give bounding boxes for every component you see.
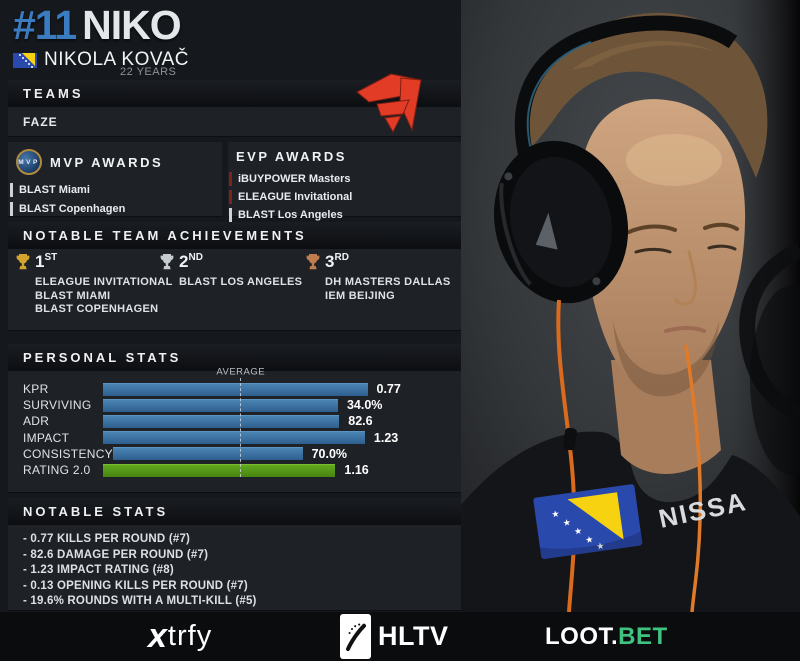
mvp-medal-icon: MVP	[16, 149, 42, 175]
stat-bar	[103, 398, 338, 412]
xtrfy-logo: x trfy	[148, 612, 212, 661]
bosnia-flag-icon	[13, 52, 37, 68]
notable-stats-title: NOTABLE STATS	[8, 498, 461, 525]
hltv-wordmark: HLTV	[378, 621, 449, 651]
notable-stat-item: - 0.13 OPENING KILLS PER ROUND (#7)	[23, 579, 248, 592]
notable-stat-item: - 0.77 KILLS PER ROUND (#7)	[23, 533, 191, 545]
svg-text:★: ★	[573, 526, 582, 537]
mvp-award-item: BLAST Copenhagen	[10, 202, 125, 216]
achievement-event: ELEAGUE INVITATIONAL	[35, 276, 173, 288]
headset-cable	[556, 299, 577, 612]
stat-label: SURVIVING	[23, 398, 92, 413]
stat-bar	[112, 447, 303, 461]
xtrfy-wordmark: trfy	[167, 620, 213, 652]
placement-rank: 3	[325, 252, 335, 271]
stat-bar-rating	[103, 463, 336, 477]
placement-2nd: 2 ND BLAST LOS ANGELES	[159, 252, 302, 290]
stat-label: KPR	[23, 382, 49, 397]
player-age: 22 YEARS	[120, 66, 177, 78]
evp-awards-section: EVP AWARDS iBUYPOWER Masters ELEAGUE Inv…	[228, 142, 461, 222]
header: #11 NIKO NIKOLA KOVAČ	[13, 2, 453, 71]
placement-suffix: ND	[188, 252, 203, 263]
lootbet-wordmark: LOOT.	[545, 622, 619, 650]
evp-awards-title: EVP AWARDS	[236, 149, 347, 164]
placement-1st: 1 ST ELEAGUE INVITATIONAL BLAST MIAMI BLA…	[15, 252, 173, 317]
svg-text:★: ★	[596, 541, 605, 552]
achievements-title: NOTABLE TEAM ACHIEVEMENTS	[8, 222, 461, 249]
stat-row-impact: IMPACT 1.23	[23, 430, 451, 446]
stat-row-kpr: KPR 0.77	[23, 381, 451, 397]
average-label: AVERAGE	[216, 366, 266, 378]
mvp-awards-title: MVP AWARDS	[50, 154, 164, 170]
notable-stat-item: - 82.6 DAMAGE PER ROUND (#7)	[23, 548, 209, 561]
mvp-awards-section: MVP MVP AWARDS BLAST Miami BLAST Copenha…	[8, 142, 222, 216]
stat-label: RATING 2.0	[23, 463, 91, 478]
stat-value: 1.23	[373, 430, 399, 445]
placement-rank: 1	[35, 252, 45, 271]
trophy-gold-icon	[15, 252, 31, 272]
notable-stat-item: - 19.6% ROUNDS WITH A MULTI-KILL (#5)	[23, 595, 257, 608]
trophy-bronze-icon	[305, 252, 321, 272]
stat-row-rating: RATING 2.0 1.16	[23, 462, 451, 478]
faze-logo-icon	[356, 73, 422, 134]
evp-award-item: BLAST Los Angeles	[229, 208, 455, 222]
achievement-event: BLAST MIAMI	[35, 289, 111, 302]
stat-value: 1.16	[344, 463, 369, 478]
svg-text:★: ★	[585, 534, 594, 545]
player-real-name: NIKOLA KOVAČ	[44, 49, 190, 70]
achievement-event: DH MASTERS DALLAS	[325, 276, 451, 288]
player-rank: #11	[13, 2, 77, 48]
stat-label: ADR	[23, 414, 50, 429]
hltv-logo-icon	[340, 614, 371, 659]
personal-stats-title: PERSONAL STATS	[8, 344, 461, 371]
stat-row-surviving: SURVIVING 34.0%	[23, 397, 451, 413]
stat-label: CONSISTENCY	[23, 446, 113, 461]
stat-bar	[103, 431, 365, 445]
teams-section: TEAMS FAZE	[8, 73, 461, 136]
achievement-event: BLAST LOS ANGELES	[179, 276, 303, 288]
svg-text:★: ★	[562, 517, 571, 528]
personal-stats-section: PERSONAL STATS AVERAGE KPR 0.77 SURVIVIN…	[8, 344, 461, 492]
player-photo: ★ ★ ★ ★ ★ NISSA	[461, 0, 800, 612]
bosnia-flag-patch-icon: ★ ★ ★ ★ ★	[533, 484, 643, 560]
headphone-earcup	[493, 140, 629, 304]
xtrfy-x-glyph: x	[148, 617, 167, 655]
stat-row-adr: ADR 82.6	[23, 413, 451, 429]
hltv-logo: HLTV	[340, 612, 449, 661]
face	[580, 99, 746, 388]
stat-row-consistency: CONSISTENCY 70.0%	[23, 446, 451, 462]
stat-bar	[103, 382, 368, 396]
achievement-event: BLAST COPENHAGEN	[35, 303, 159, 315]
average-line: AVERAGE	[216, 367, 265, 477]
stat-value: 34.0%	[346, 398, 383, 413]
placement-suffix: RD	[334, 252, 349, 263]
footer-sponsors: x trfy HLTV LOOT. BET	[0, 612, 800, 661]
evp-award-item: iBUYPOWER Masters	[229, 172, 350, 186]
svg-text:★: ★	[551, 509, 560, 520]
notable-stat-item: - 1.23 IMPACT RATING (#8)	[23, 564, 174, 577]
player-title: #11 NIKO	[13, 2, 453, 48]
achievement-event: IEM BEIJING	[325, 289, 395, 302]
placement-rank: 2	[179, 252, 189, 271]
evp-award-item: ELEAGUE Invitational	[229, 190, 352, 204]
mvp-award-item: BLAST Miami	[10, 183, 90, 197]
placement-3rd: 3 RD DH MASTERS DALLAS IEM BEIJING	[305, 252, 451, 303]
stat-value: 82.6	[348, 414, 373, 429]
stat-value: 70.0%	[311, 446, 348, 461]
placement-suffix: ST	[44, 252, 58, 263]
notable-stats-section: NOTABLE STATS - 0.77 KILLS PER ROUND (#7…	[8, 498, 461, 610]
stat-bar	[103, 414, 340, 428]
player-nickname: NIKO	[82, 2, 181, 48]
team-name: FAZE	[23, 114, 58, 129]
lootbet-bet-wordmark: BET	[618, 622, 668, 650]
trophy-silver-icon	[159, 252, 175, 272]
stats-bar-chart: KPR 0.77 SURVIVING 34.0% ADR 82.6 IMPACT…	[23, 381, 451, 478]
hair	[520, 12, 768, 178]
lootbet-logo: LOOT. BET	[545, 612, 668, 661]
stat-value: 0.77	[376, 382, 401, 397]
stat-label: IMPACT	[23, 430, 70, 445]
achievements-section: NOTABLE TEAM ACHIEVEMENTS 1 ST ELEAGUE IN…	[8, 222, 461, 330]
